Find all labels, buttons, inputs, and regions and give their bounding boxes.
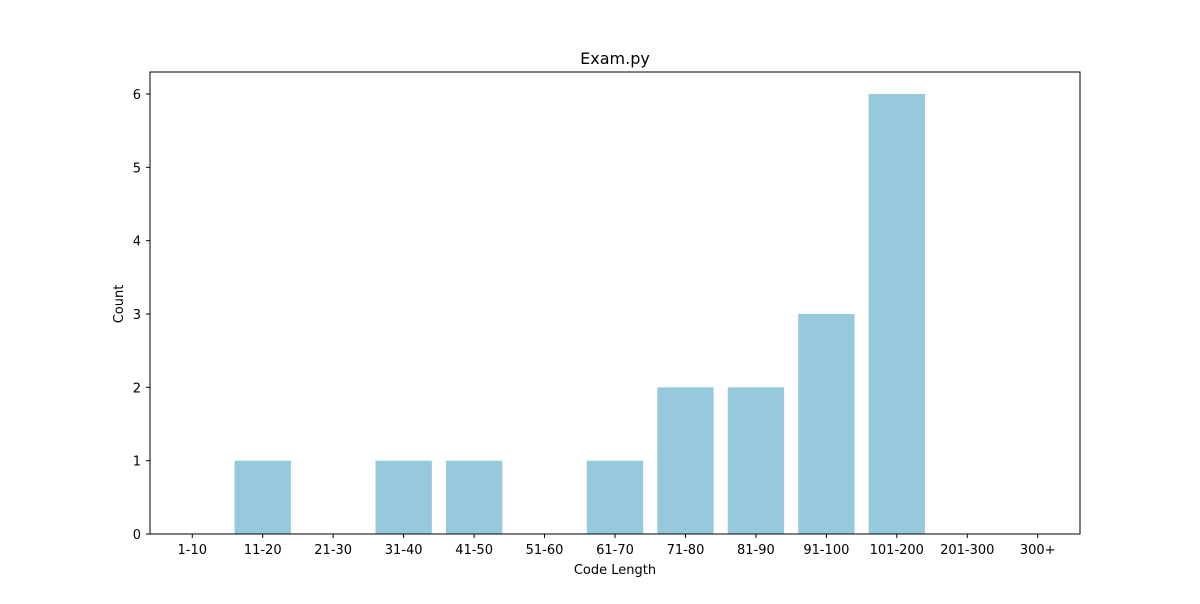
- x-axis: 1-10 11-20 21-30 31-40 41-50 51-60 61-70 71-80 8…: [178, 534, 1056, 558]
- bar: [234, 460, 291, 534]
- x-tick-label: 71-80: [667, 543, 705, 558]
- x-tick-label: 11-20: [244, 543, 282, 558]
- x-axis-label: Code Length: [574, 563, 656, 578]
- x-tick-label: 51-60: [526, 543, 564, 558]
- bar: [868, 94, 925, 534]
- x-tick-label: 31-40: [385, 543, 423, 558]
- y-tick-label: 3: [133, 308, 141, 323]
- bar: [727, 387, 785, 534]
- y-tick-label: 5: [133, 161, 141, 176]
- y-axis: 0 1 2 3 4 5 6: [133, 88, 150, 543]
- plot-frame: [149, 71, 1081, 535]
- y-tick-label: 4: [133, 235, 141, 250]
- bar: [445, 460, 503, 534]
- x-tick-label: 1-10: [178, 543, 208, 558]
- y-tick-label: 0: [133, 528, 141, 543]
- x-tick-label: 300+: [1020, 543, 1056, 558]
- x-tick-label: 41-50: [455, 543, 493, 558]
- y-tick-label: 2: [133, 381, 141, 396]
- bar: [657, 387, 714, 534]
- x-tick-label: 91-100: [803, 543, 849, 558]
- y-axis-label: Count: [112, 285, 127, 324]
- bar: [375, 460, 432, 534]
- y-tick-label: 1: [133, 455, 141, 470]
- bar: [586, 460, 644, 534]
- x-tick-label: 101-200: [870, 543, 924, 558]
- y-tick-label: 6: [133, 88, 141, 103]
- x-tick-label: 81-90: [737, 543, 775, 558]
- bar: [798, 314, 855, 534]
- bars-layer: [234, 94, 925, 534]
- chart-title: Exam.py: [580, 49, 650, 68]
- x-tick-label: 61-70: [596, 543, 634, 558]
- x-tick-label: 21-30: [314, 543, 352, 558]
- x-tick-label: 201-300: [940, 543, 994, 558]
